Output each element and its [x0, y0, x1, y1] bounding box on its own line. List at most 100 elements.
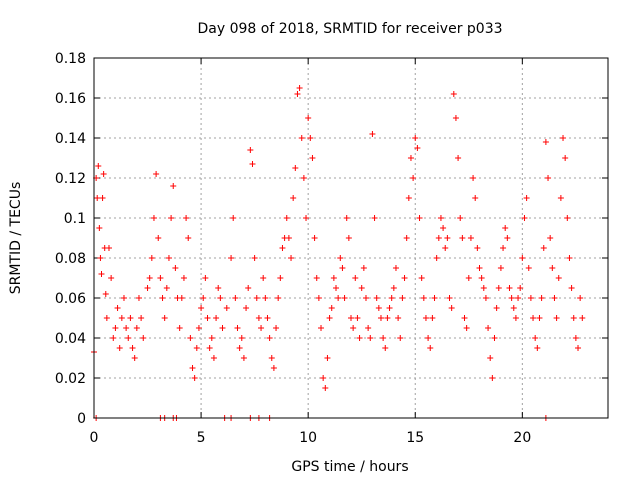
data-point	[337, 255, 344, 261]
data-point	[448, 305, 455, 311]
data-point	[309, 155, 316, 161]
data-point	[333, 285, 340, 291]
data-point	[99, 195, 106, 201]
data-point	[219, 325, 226, 331]
data-point	[388, 295, 395, 301]
data-point	[305, 115, 312, 121]
data-point	[491, 335, 498, 341]
data-point	[189, 365, 196, 371]
data-point	[159, 295, 166, 301]
data-point	[228, 255, 235, 261]
data-point	[431, 295, 438, 301]
data-point	[238, 335, 245, 341]
data-point	[405, 195, 412, 201]
x-tick-label: 5	[197, 430, 206, 446]
data-point	[266, 335, 273, 341]
data-point	[300, 175, 307, 181]
data-point	[165, 255, 172, 261]
y-tick-label: 0.02	[55, 371, 86, 387]
data-point	[277, 275, 284, 281]
data-point	[562, 155, 569, 161]
data-point	[292, 165, 299, 171]
data-point	[168, 215, 175, 221]
data-point	[123, 325, 130, 331]
data-point	[450, 91, 457, 97]
data-point	[532, 335, 539, 341]
data-point	[390, 285, 397, 291]
data-point	[223, 305, 230, 311]
x-axis-label: GPS time / hours	[291, 459, 408, 475]
data-point	[163, 285, 170, 291]
data-point	[290, 195, 297, 201]
data-point	[125, 335, 132, 341]
y-tick-label: 0.04	[55, 331, 86, 347]
data-point	[416, 215, 423, 221]
data-point	[133, 325, 140, 331]
data-point	[213, 315, 220, 321]
data-point	[362, 295, 369, 301]
data-point	[98, 271, 105, 277]
data-point	[572, 335, 579, 341]
data-point	[384, 315, 391, 321]
data-point	[517, 285, 524, 291]
plot-frame	[93, 57, 609, 419]
data-point	[131, 355, 138, 361]
data-point	[433, 255, 440, 261]
data-point	[557, 195, 564, 201]
data-point	[255, 315, 262, 321]
data-point	[506, 285, 513, 291]
y-tick-label: 0.08	[55, 251, 86, 267]
data-point	[206, 345, 213, 351]
data-point	[210, 355, 217, 361]
data-point	[542, 139, 549, 145]
data-point	[148, 255, 155, 261]
data-point	[455, 155, 462, 161]
data-point	[270, 365, 277, 371]
data-point	[268, 355, 275, 361]
data-point	[283, 215, 290, 221]
data-point	[245, 285, 252, 291]
data-point	[410, 175, 417, 181]
data-point	[375, 305, 382, 311]
y-tick-label: 0.14	[55, 131, 86, 147]
data-point	[538, 295, 545, 301]
data-point	[208, 335, 215, 341]
data-point	[461, 315, 468, 321]
data-point	[150, 215, 157, 221]
data-point	[273, 325, 280, 331]
data-point	[452, 115, 459, 121]
data-point	[478, 275, 485, 281]
data-point	[138, 315, 145, 321]
data-point	[437, 215, 444, 221]
data-point	[487, 355, 494, 361]
y-tick-label: 0.12	[55, 171, 86, 187]
data-point	[515, 295, 522, 301]
data-point	[444, 235, 451, 241]
data-point	[407, 155, 414, 161]
data-point	[392, 265, 399, 271]
y-tick-label: 0.18	[55, 51, 86, 67]
data-point	[465, 275, 472, 281]
data-point	[172, 265, 179, 271]
data-points	[91, 85, 586, 421]
data-point	[275, 295, 282, 301]
data-point	[369, 131, 376, 137]
y-tick-label: 0	[77, 411, 86, 427]
data-point	[240, 355, 247, 361]
data-point	[523, 195, 530, 201]
data-point	[343, 215, 350, 221]
data-point	[463, 325, 470, 331]
data-point	[508, 295, 515, 301]
data-point	[200, 295, 207, 301]
data-point	[495, 285, 502, 291]
data-point	[318, 325, 325, 331]
data-point	[96, 225, 103, 231]
data-point	[472, 195, 479, 201]
x-tick-label: 0	[90, 430, 99, 446]
y-tick-label: 0.16	[55, 91, 86, 107]
data-point	[341, 295, 348, 301]
data-point	[382, 345, 389, 351]
data-point	[534, 345, 541, 351]
data-point	[328, 305, 335, 311]
data-point	[247, 147, 254, 153]
